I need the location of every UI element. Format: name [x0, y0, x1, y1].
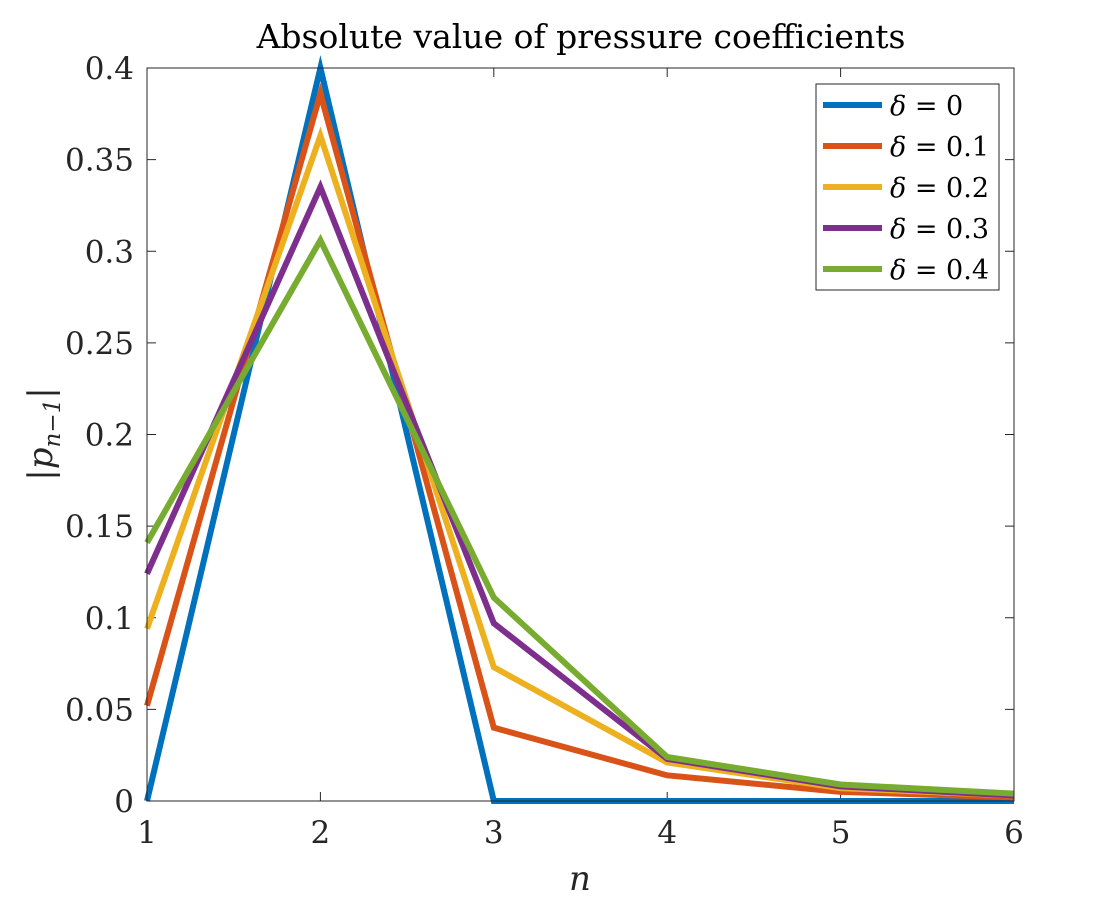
x-tick-labels: 1 2 3 4 5 6 [137, 815, 1024, 851]
legend-value: = 0.3 [906, 214, 989, 245]
y-tick-labels: 0 0.05 0.1 0.15 0.2 0.25 0.3 0.35 0.4 [65, 51, 134, 820]
x-tick-label: 2 [311, 815, 331, 851]
y-tick-label: 0.3 [85, 234, 134, 270]
legend-symbol: δ [890, 132, 906, 163]
series-line-4 [144, 233, 1015, 797]
svg-text:|pn−1|: |pn−1| [21, 387, 66, 480]
y-axis-label-subscript: n−1 [40, 399, 66, 448]
legend-value: = 0.4 [906, 255, 989, 286]
series-line-1 [144, 82, 1015, 801]
y-tick-label: 0.15 [65, 509, 134, 545]
chart-title: Absolute value of pressure coefficients [256, 17, 906, 56]
legend-value: = 0.1 [906, 132, 989, 163]
y-axis-label-close: | [21, 387, 61, 398]
legend-entry-2: δ = 0.2 [890, 173, 989, 204]
y-tick-label: 0.05 [65, 692, 134, 728]
x-tick-label: 5 [831, 815, 851, 851]
plot-frame [146, 67, 1015, 802]
x-axis-label: n [569, 859, 591, 899]
legend-entry-4: δ = 0.4 [890, 255, 989, 286]
x-tick-label: 3 [484, 815, 504, 851]
legend-entry-1: δ = 0.1 [890, 132, 989, 163]
x-tick-label: 4 [657, 815, 677, 851]
x-tick-label: 6 [1004, 815, 1024, 851]
y-tick-label: 0.4 [85, 51, 134, 87]
legend-symbol: δ [890, 173, 906, 204]
y-axis-label-main: |p [21, 447, 61, 480]
legend-symbol: δ [890, 214, 906, 245]
y-tick-label: 0.35 [65, 143, 134, 179]
y-tick-label: 0.1 [85, 601, 134, 637]
legend-entry-3: δ = 0.3 [890, 214, 989, 245]
y-axis-label: |pn−1| [21, 387, 66, 480]
legend-entry-0: δ = 0 [890, 91, 963, 122]
x-tick-label: 1 [137, 815, 157, 851]
y-tick-label: 0 [114, 784, 134, 820]
legend-symbol: δ [890, 255, 906, 286]
legend-symbol: δ [890, 91, 906, 122]
legend: δ = 0δ = 0.1δ = 0.2δ = 0.3δ = 0.4 [815, 83, 1000, 291]
legend-value: = 0 [906, 91, 963, 122]
y-tick-label: 0.25 [65, 326, 134, 362]
y-tick-label: 0.2 [85, 418, 134, 454]
legend-value: = 0.2 [906, 173, 989, 204]
